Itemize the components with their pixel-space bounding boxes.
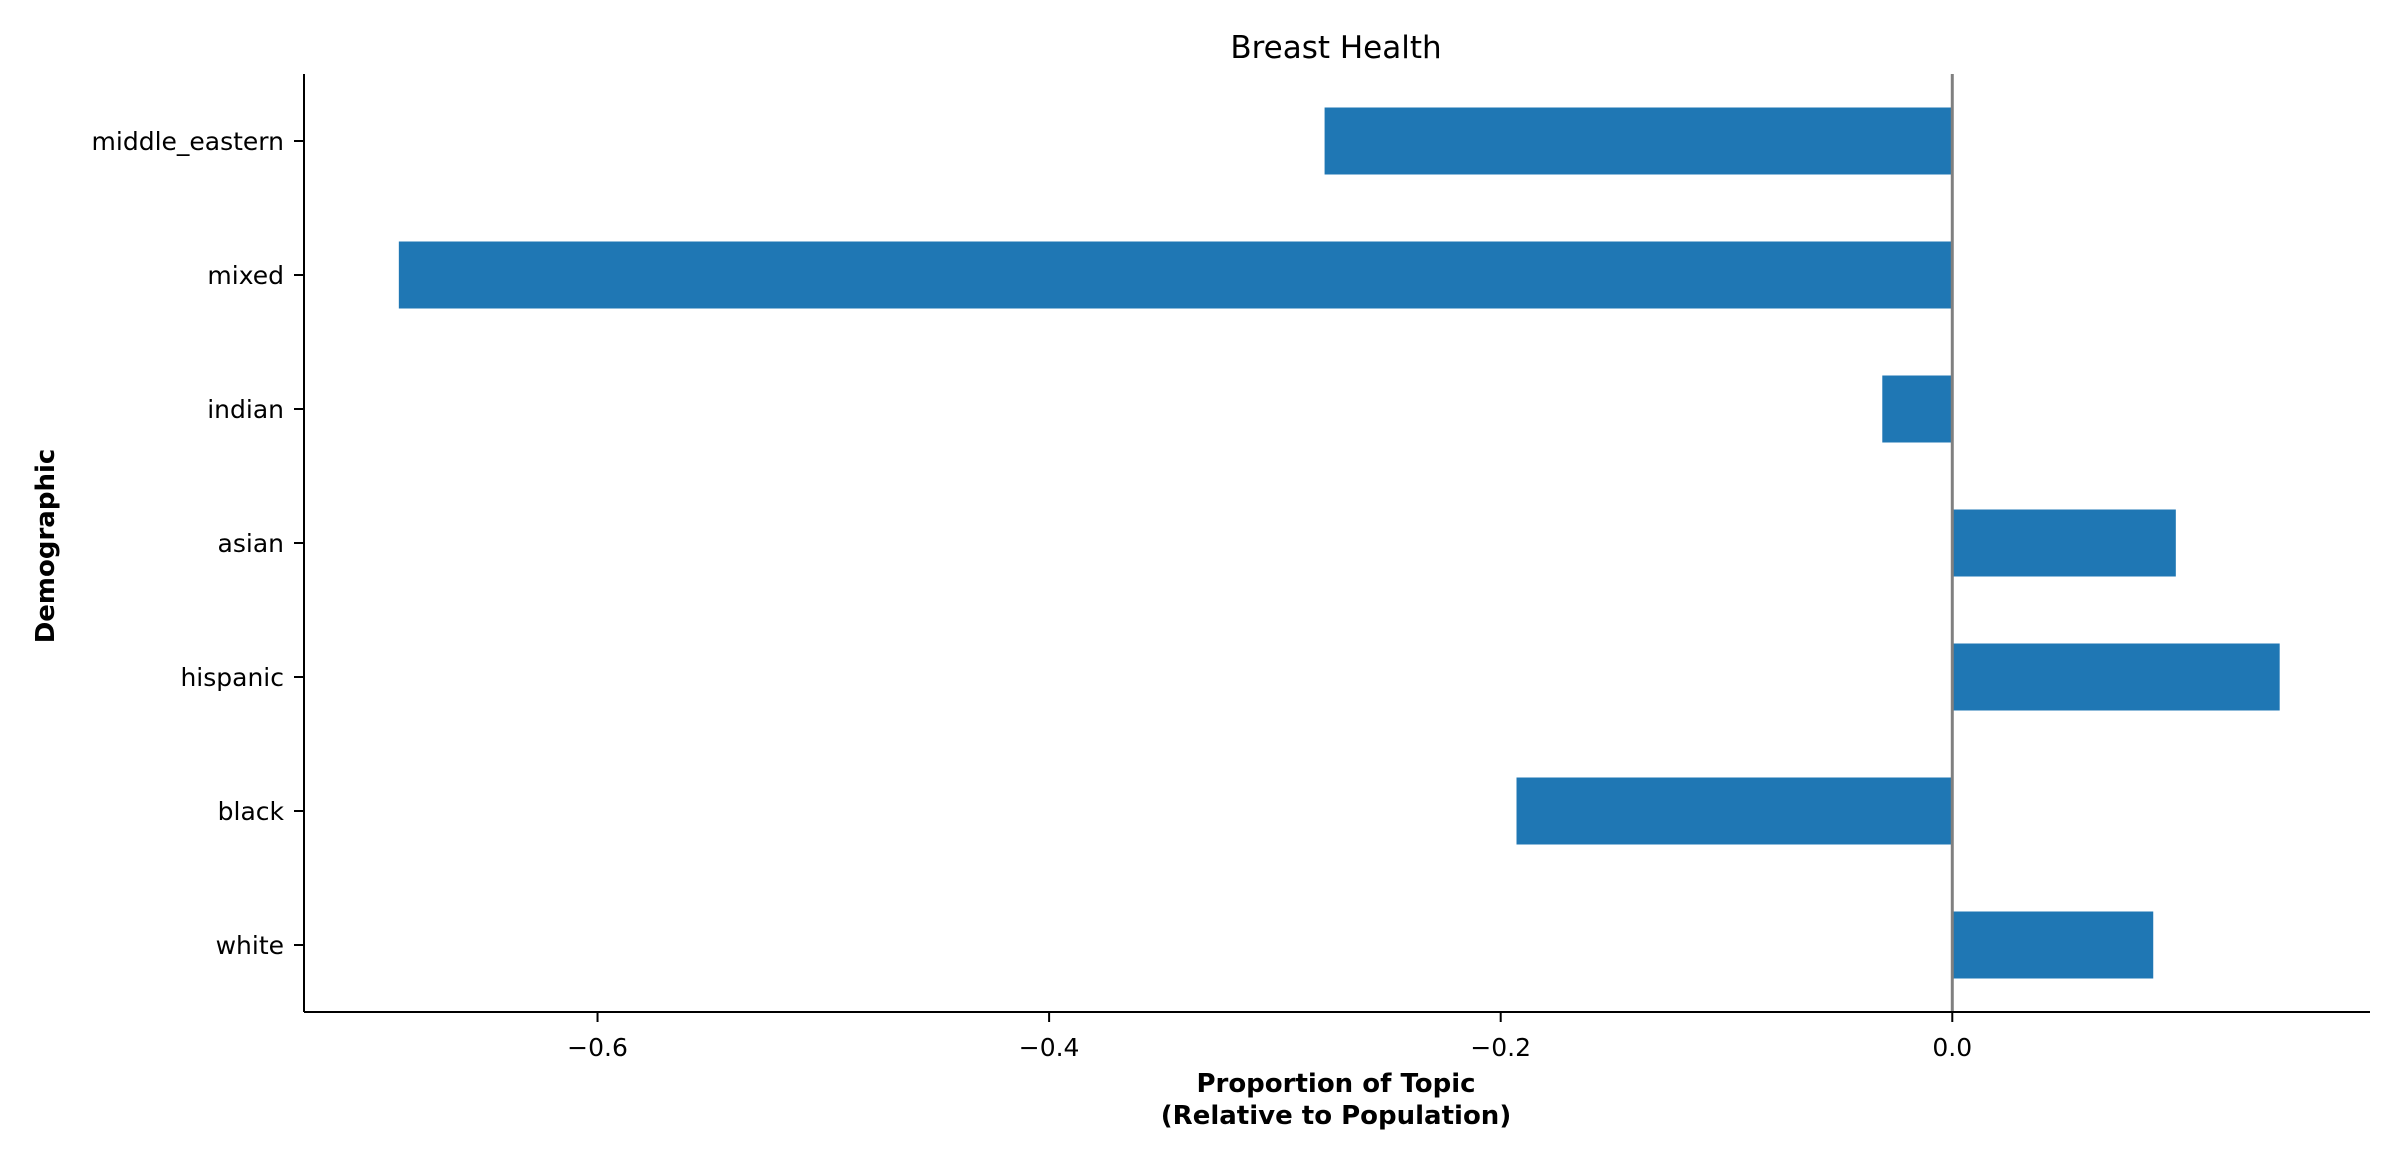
- x-tick-label-0: −0.6: [567, 1033, 628, 1062]
- x-axis-ticks: −0.6 −0.4 −0.2 0.0: [567, 1012, 1972, 1062]
- y-axis-ticks: white black hispanic asian indian mixed middle…: [92, 127, 304, 960]
- y-tick-label-mixed: mixed: [207, 261, 284, 290]
- y-tick-label-black: black: [218, 797, 285, 826]
- bar-white: [1952, 911, 2154, 979]
- x-tick-label-2: −0.2: [1470, 1033, 1531, 1062]
- x-axis-label-line2: (Relative to Population): [1161, 1101, 1511, 1131]
- chart-title: Breast Health: [1230, 30, 1441, 66]
- y-tick-label-hispanic: hispanic: [180, 663, 284, 692]
- bar-indian: [1882, 375, 1953, 443]
- x-axis-label-line1: Proportion of Topic: [1196, 1069, 1475, 1099]
- bar-asian: [1952, 509, 2176, 577]
- y-tick-label-white: white: [216, 931, 284, 960]
- bars-group: [398, 107, 2280, 979]
- bar-hispanic: [1952, 643, 2280, 711]
- x-tick-label-3: 0.0: [1932, 1033, 1972, 1062]
- bar-mixed: [398, 241, 1953, 309]
- y-tick-label-asian: asian: [218, 529, 284, 558]
- y-axis-label: Demographic: [31, 449, 61, 644]
- bar-black: [1516, 777, 1953, 845]
- y-tick-label-middle_eastern: middle_eastern: [92, 127, 284, 156]
- bar-middle_eastern: [1324, 107, 1953, 175]
- x-tick-label-1: −0.4: [1019, 1033, 1080, 1062]
- y-tick-label-indian: indian: [207, 395, 284, 424]
